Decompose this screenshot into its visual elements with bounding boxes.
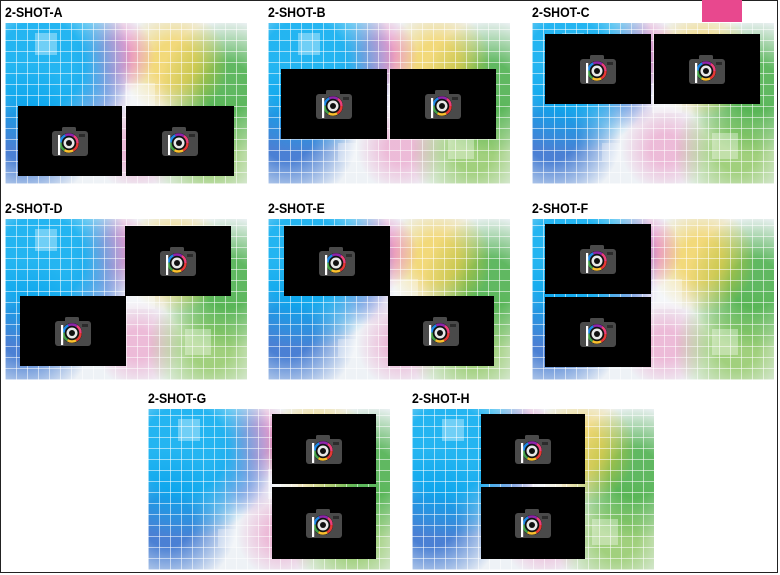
camera-icon [319,247,355,276]
camera-icon [306,509,342,538]
video-tile-2[interactable] [20,296,126,366]
layout-2-shot-g[interactable]: 2-SHOT-G [148,390,390,571]
video-tile-1[interactable] [284,226,390,296]
video-tile-1[interactable] [481,414,585,484]
camera-icon [580,55,616,84]
layout-2-shot-e[interactable]: 2-SHOT-E [268,200,510,381]
camera-icon [515,435,551,464]
layout-2-shot-h[interactable]: 2-SHOT-H [412,390,654,571]
layout-label: 2-SHOT-C [532,4,590,20]
video-tile-1[interactable] [281,69,387,139]
camera-icon [515,509,551,538]
layout-label: 2-SHOT-A [5,4,63,20]
layout-label: 2-SHOT-E [268,200,325,216]
layout-2-shot-d[interactable]: 2-SHOT-D [5,200,247,381]
layout-label: 2-SHOT-B [268,4,326,20]
layout-label: 2-SHOT-G [148,390,207,406]
accent-marker [702,0,742,22]
camera-icon [425,90,461,119]
camera-icon [580,245,616,274]
video-tile-1[interactable] [545,34,651,104]
video-tile-1[interactable] [125,226,231,296]
layout-2-shot-b[interactable]: 2-SHOT-B [268,4,510,185]
video-tile-1[interactable] [545,224,651,294]
layout-label: 2-SHOT-D [5,200,63,216]
camera-icon [55,317,91,346]
video-tile-2[interactable] [545,297,651,367]
video-tile-2[interactable] [388,296,494,366]
layout-2-shot-c[interactable]: 2-SHOT-C [532,4,774,185]
video-tile-2[interactable] [481,487,585,559]
layout-label: 2-SHOT-H [412,390,470,406]
video-tile-1[interactable] [272,414,376,484]
camera-icon [162,127,198,156]
camera-icon [306,435,342,464]
video-tile-2[interactable] [272,487,376,559]
video-tile-2[interactable] [126,106,234,176]
video-tile-1[interactable] [18,106,122,176]
camera-icon [52,127,88,156]
video-tile-2[interactable] [654,34,760,104]
layout-2-shot-f[interactable]: 2-SHOT-F [532,200,774,381]
video-tile-2[interactable] [390,69,496,139]
camera-icon [160,247,196,276]
camera-icon [580,318,616,347]
layout-label: 2-SHOT-F [532,200,589,216]
camera-icon [316,90,352,119]
camera-icon [423,317,459,346]
camera-icon [689,55,725,84]
layout-2-shot-a[interactable]: 2-SHOT-A [5,4,247,185]
